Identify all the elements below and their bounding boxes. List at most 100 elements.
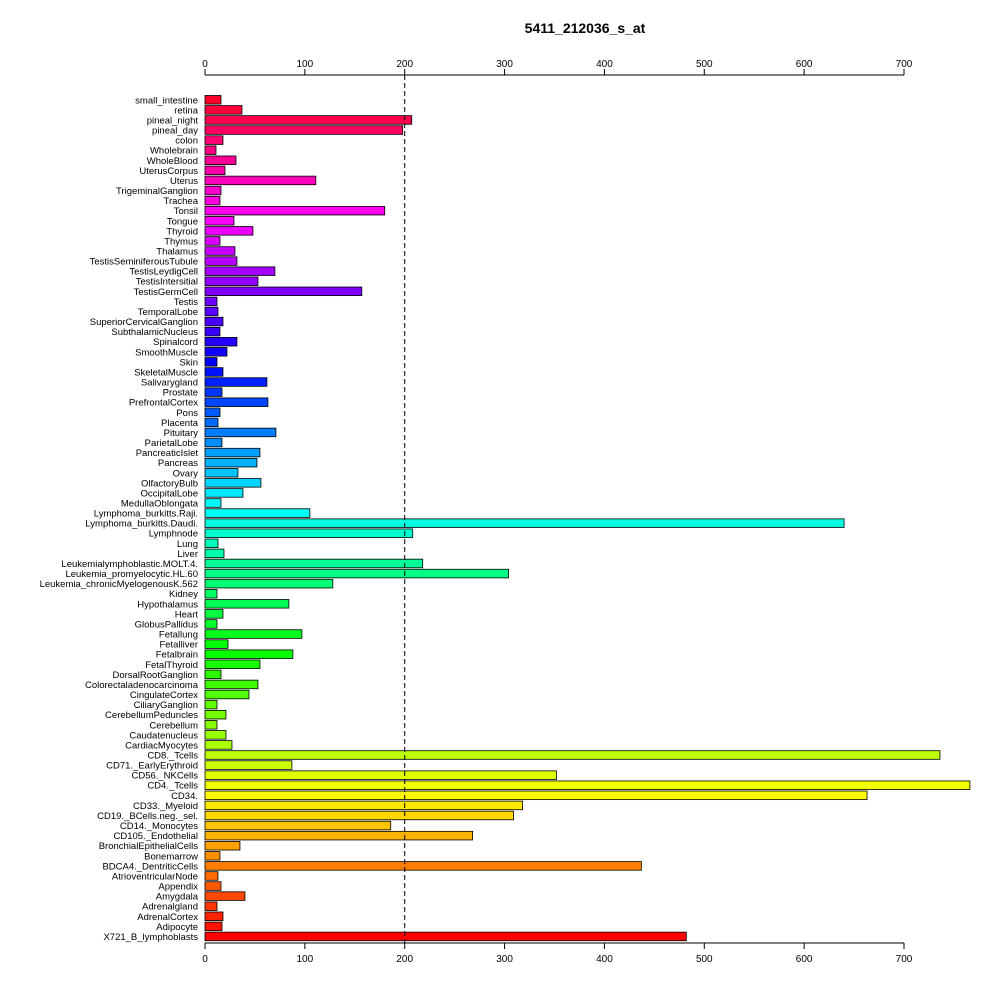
- bar: [204, 558, 424, 569]
- category-label: Adrenalgland: [142, 902, 198, 913]
- bar: [204, 165, 226, 176]
- bar: [204, 568, 509, 579]
- category-label: CD34.: [171, 791, 198, 802]
- x-tick-label: 400: [596, 59, 613, 70]
- category-label: CD71._EarlyErythroid: [106, 761, 198, 772]
- category-label: AdrenalCortex: [137, 912, 198, 923]
- category-label: OlfactoryBulb: [141, 478, 198, 489]
- bar: [204, 518, 845, 528]
- x-tick-label: 200: [396, 954, 413, 965]
- bar: [204, 226, 254, 236]
- x-tick-label: 700: [896, 59, 913, 70]
- bar: [204, 337, 238, 347]
- bar: [204, 135, 224, 145]
- category-label: Leukemia_promyelocytic.HL.60: [65, 569, 198, 580]
- category-label: Salivarygland: [141, 378, 198, 389]
- category-label: pineal_night: [147, 115, 199, 126]
- x-tick-label: 100: [297, 59, 314, 70]
- category-label: PancreaticIslet: [136, 448, 199, 459]
- category-label: CD4._Tcells: [147, 781, 198, 792]
- x-tick-label: 300: [496, 59, 513, 70]
- bar: [204, 649, 294, 659]
- category-label: ParietalLobe: [145, 438, 198, 449]
- bar: [204, 397, 269, 407]
- bar: [204, 145, 217, 155]
- category-label: Bonemarrow: [144, 851, 198, 862]
- bar: [204, 921, 223, 932]
- category-label: colon: [175, 136, 198, 147]
- bar: [204, 528, 414, 538]
- bar: [204, 619, 218, 629]
- category-label: Adipocyte: [156, 922, 198, 933]
- bar: [204, 175, 317, 186]
- bar: [204, 216, 235, 226]
- bar: [204, 306, 219, 317]
- bar: [204, 679, 259, 690]
- category-label: Heart: [175, 609, 199, 620]
- category-label: Tonsil: [174, 206, 198, 217]
- category-label: X721_B_lymphoblasts: [103, 932, 198, 943]
- category-label: small_intestine: [135, 95, 198, 106]
- category-label: Ovary: [173, 468, 199, 479]
- bar: [204, 760, 293, 770]
- category-label: TestisIntersitial: [136, 277, 198, 288]
- x-tick-label: 0: [202, 59, 208, 70]
- x-tick-label: 600: [796, 59, 813, 70]
- category-label: Placenta: [161, 418, 199, 429]
- x-tick-label: 500: [696, 954, 713, 965]
- category-label: Lymphoma_burkitts.Daudi.: [85, 519, 198, 530]
- category-label: pineal_day: [152, 126, 198, 137]
- category-label: AtrioventricularNode: [112, 871, 198, 882]
- category-label: CD33._Myeloid: [133, 801, 198, 812]
- category-label: Leukemia_chronicMyelogenousK.562: [40, 579, 198, 590]
- category-label: Spinalcord: [153, 337, 198, 348]
- bar: [204, 266, 276, 276]
- bar: [204, 639, 229, 649]
- category-label: PrefrontalCortex: [129, 398, 198, 409]
- category-label: Pons: [176, 408, 198, 419]
- category-label: CD14._Monocytes: [120, 821, 198, 832]
- category-label: Thalamus: [156, 247, 198, 258]
- x-tick-label: 400: [596, 954, 613, 965]
- bar: [204, 830, 474, 841]
- bar: [204, 447, 261, 458]
- category-label: TestisLeydigCell: [129, 267, 198, 278]
- bar: [204, 911, 224, 921]
- bar: [204, 457, 258, 468]
- category-label: BDCA4._DentriticCells: [102, 861, 198, 872]
- bar: [204, 296, 218, 307]
- bar: [204, 790, 868, 801]
- bar: [204, 881, 222, 891]
- bar: [204, 689, 250, 700]
- category-label: TemporalLobe: [138, 307, 198, 318]
- bar: [204, 508, 311, 518]
- x-tick-label: 200: [396, 59, 413, 70]
- bar: [204, 770, 557, 780]
- category-label: Skin: [180, 357, 198, 368]
- category-label: SuperiorCervicalGanglion: [90, 317, 198, 328]
- category-label: Prostate: [163, 388, 198, 399]
- bar: [204, 437, 223, 448]
- bar: [204, 578, 334, 589]
- bar: [204, 800, 523, 811]
- bar: [204, 841, 241, 851]
- x-tick-label: 300: [496, 954, 513, 965]
- bar: [204, 871, 219, 881]
- bar: [204, 599, 290, 609]
- category-label: SkeletalMuscle: [134, 367, 198, 378]
- bar: [204, 488, 244, 498]
- category-label: Pituitary: [164, 428, 199, 439]
- category-label: Thyroid: [166, 226, 198, 237]
- category-label: Liver: [177, 549, 198, 560]
- bar: [204, 276, 259, 286]
- bar: [204, 730, 227, 740]
- bar: [204, 155, 237, 165]
- category-label: Lung: [177, 539, 198, 550]
- category-label: Wholebrain: [150, 146, 198, 157]
- bar: [204, 931, 687, 942]
- bar: [204, 699, 218, 710]
- bar: [204, 468, 239, 478]
- bar: [204, 115, 413, 125]
- category-label: Fetallung: [159, 630, 198, 641]
- category-label: Testis: [174, 297, 199, 308]
